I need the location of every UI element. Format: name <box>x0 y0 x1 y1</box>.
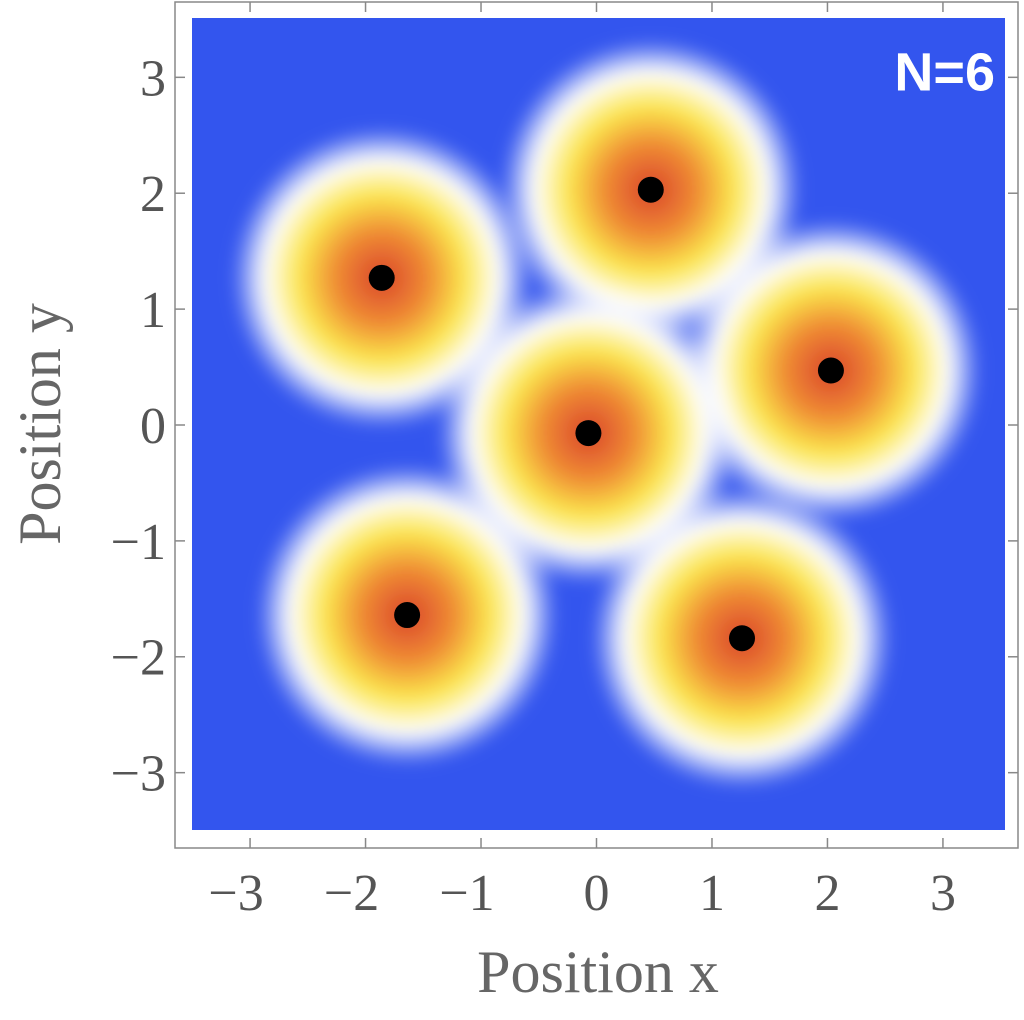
x-tick-label: 0 <box>584 865 610 922</box>
y-tick-label: 1 <box>140 282 166 339</box>
y-tick-label: −2 <box>111 630 166 687</box>
y-tick-label: 3 <box>140 50 166 107</box>
y-tick-label: 2 <box>140 166 166 223</box>
y-tick-label: −1 <box>111 514 166 571</box>
x-tick-label: 3 <box>930 865 956 922</box>
x-tick-label: 2 <box>814 865 840 922</box>
point <box>368 264 395 291</box>
x-tick-label: −1 <box>439 865 494 922</box>
point <box>637 176 664 203</box>
point <box>817 357 844 384</box>
point <box>729 625 756 652</box>
point <box>394 602 421 629</box>
y-tick-label: 0 <box>140 398 166 455</box>
y-tick-label: −3 <box>111 746 166 803</box>
x-tick-label: −2 <box>324 865 379 922</box>
point <box>575 420 602 447</box>
y-axis-title: Position y <box>7 303 73 545</box>
x-tick-label: 1 <box>699 865 725 922</box>
x-tick-label: −3 <box>208 865 263 922</box>
annotation: N=6 <box>894 42 995 102</box>
x-axis-title: Position x <box>477 939 719 1005</box>
